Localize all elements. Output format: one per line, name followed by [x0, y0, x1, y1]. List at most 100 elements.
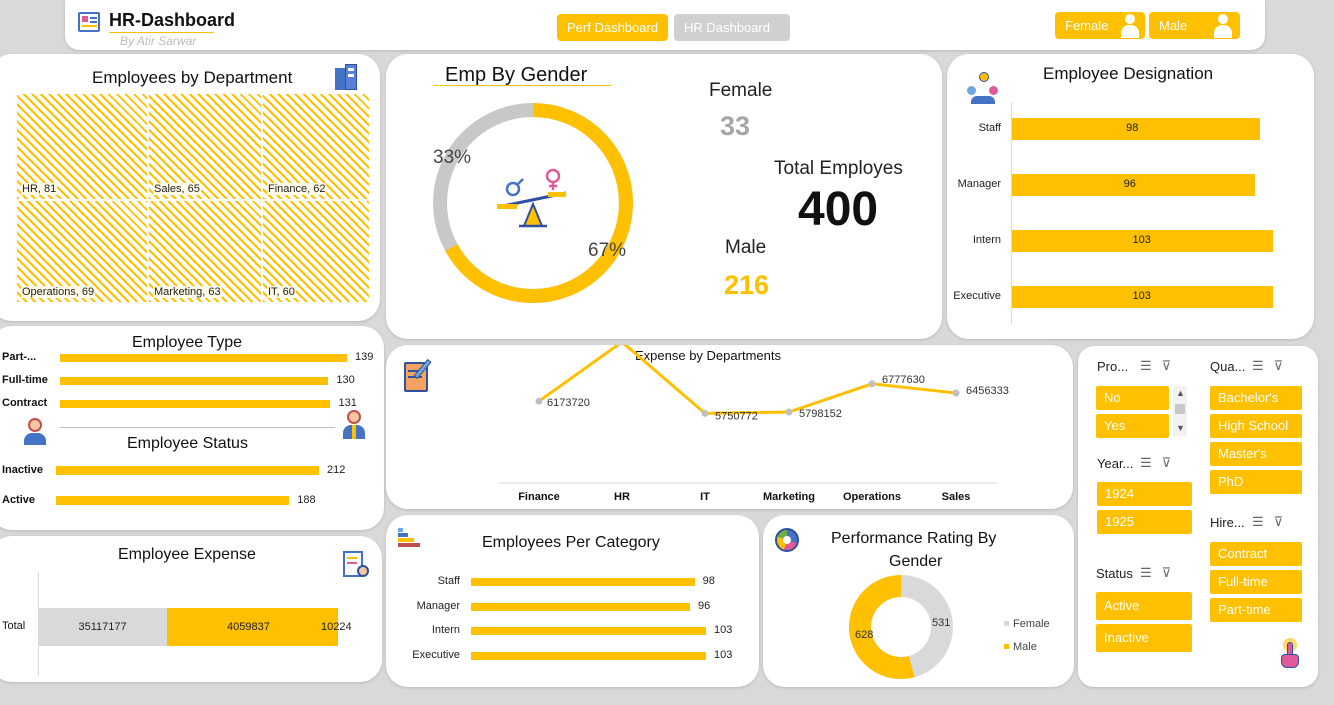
person-icon-left — [23, 418, 47, 446]
gender-title: Emp By Gender — [445, 64, 588, 86]
donut-slice-male — [433, 103, 633, 303]
status-slicer-controls[interactable]: ☰⊽ — [1140, 565, 1181, 581]
year-slicer-controls[interactable]: ☰⊽ — [1140, 455, 1181, 471]
male-label: Male — [725, 237, 767, 258]
male-button[interactable]: Male — [1149, 12, 1240, 39]
expense-segment — [335, 608, 338, 646]
clear-filter-icon: ⊽ — [1161, 455, 1182, 470]
scroll-up-icon: ▲ — [1176, 388, 1185, 398]
qualification-option-phd[interactable]: PhD — [1210, 470, 1302, 494]
status-option-active[interactable]: Active — [1096, 592, 1192, 620]
total-count: 400 — [798, 183, 879, 236]
expense-line-chart: 6173720Finance8230631HR5750772IT5798152M… — [498, 345, 1009, 503]
promotion-slicer-title: Pro... — [1097, 359, 1129, 374]
treemap-tile-hr: HR, 81 — [17, 94, 147, 199]
bar — [60, 354, 347, 362]
hire-option-part-time[interactable]: Part-time — [1210, 598, 1302, 622]
expense-point — [952, 389, 960, 397]
slicer-scrollbar[interactable]: ▲ ▼ — [1173, 386, 1187, 436]
expense-point — [868, 380, 876, 388]
bar-value-label: 212 — [327, 463, 346, 476]
expense-dept-title: Expense by Departments — [635, 348, 781, 363]
qualification-slicer-title: Qua... — [1210, 359, 1246, 374]
treemap-tile-finance: Finance, 62 — [263, 94, 369, 199]
bar — [56, 466, 319, 475]
gender-panel: Emp By Gender 33% 67% Female 33 Total Em… — [386, 54, 942, 339]
male-person-icon — [1214, 14, 1232, 38]
bar-category-label: Part-... — [2, 351, 37, 363]
performance-title-line2: Gender — [889, 553, 943, 570]
bar-category-label: Staff — [978, 122, 1001, 134]
expense-segment — [38, 608, 167, 646]
report-icon — [343, 551, 371, 581]
bar — [1012, 230, 1273, 252]
employee-expense-panel: Employee Expense Total 35117177 4059837 10… — [0, 536, 382, 682]
hand-click-icon[interactable] — [1278, 638, 1302, 670]
bar — [471, 602, 691, 611]
treemap-tile-operations: Operations, 69 — [17, 201, 147, 302]
expense-point — [785, 408, 793, 416]
bar-value-label: 103 — [714, 624, 733, 636]
hire-slicer-title: Hire... — [1210, 515, 1245, 530]
hr-dashboard-button[interactable]: HR Dashboard — [674, 14, 790, 41]
notepad-icon — [404, 358, 434, 392]
title-underline — [109, 32, 214, 33]
status-option-inactive[interactable]: Inactive — [1096, 624, 1192, 652]
expense-segment-label: 35117177 — [78, 621, 127, 633]
category-title: Employees Per Category — [482, 534, 660, 551]
type-divider — [60, 427, 335, 428]
bar-value-label: 103 — [1132, 234, 1151, 246]
bar-value-label: 130 — [336, 374, 355, 386]
clear-filter-icon: ⊽ — [1161, 358, 1182, 373]
female-count: 33 — [720, 111, 751, 141]
multi-select-icon: ☰ — [1252, 514, 1274, 529]
expense-value-label: 5750772 — [715, 410, 758, 422]
total-label: Total Employes — [774, 158, 903, 179]
category-panel: Employees Per Category Staff 98 Manager 96 I… — [386, 515, 759, 687]
expense-value-label: 6173720 — [547, 397, 590, 409]
slicer-panel: Pro... ☰⊽ No Yes ▲ ▼ Qua... ☰⊽ Bachelor'… — [1078, 346, 1318, 687]
bar — [60, 377, 329, 385]
hire-option-full-time[interactable]: Full-time — [1210, 570, 1302, 594]
hire-option-contract[interactable]: Contract — [1210, 542, 1302, 566]
promotion-option-no[interactable]: No — [1096, 386, 1169, 410]
treemap-tile-it: IT, 60 — [263, 201, 369, 302]
gender-scale-icon — [497, 168, 567, 228]
bar-value-label: 103 — [1132, 290, 1151, 302]
expense-row-label: Total — [2, 620, 26, 632]
designation-panel: Employee Designation Staff 98 Manager 96 Int… — [947, 54, 1314, 339]
year-option-1925[interactable]: 1925 — [1097, 510, 1192, 534]
performance-panel: Performance Rating By Gender 531 628 Fem… — [763, 515, 1074, 687]
qualification-slicer-controls[interactable]: ☰⊽ — [1252, 358, 1293, 374]
perf-label-female: 531 — [932, 617, 950, 629]
bar-category-label: Staff — [437, 575, 460, 587]
bar-category-label: Contract — [2, 397, 48, 409]
performance-title-line1: Performance Rating By — [831, 530, 997, 547]
perf-dashboard-button[interactable]: Perf Dashboard — [557, 14, 669, 41]
dept-title: Employees by Department — [92, 68, 293, 87]
scroll-down-icon: ▼ — [1176, 423, 1185, 433]
donut-label-female: 33% — [433, 147, 471, 168]
expense-point — [701, 409, 709, 417]
qualification-option-high-school[interactable]: High School — [1210, 414, 1302, 438]
expense-category-label: Finance — [518, 491, 560, 503]
gender-donut: 33% 67% — [433, 103, 633, 303]
promotion-slicer-controls[interactable]: ☰⊽ — [1140, 358, 1181, 374]
promotion-option-yes[interactable]: Yes — [1096, 414, 1169, 438]
bar-value-label: 139 — [355, 351, 374, 363]
designation-title: Employee Designation — [1043, 64, 1214, 83]
year-option-1924[interactable]: 1924 — [1097, 482, 1192, 506]
qualification-option-bachelors[interactable]: Bachelor's — [1210, 386, 1302, 410]
expense-value-label: 6777630 — [882, 374, 925, 386]
female-button[interactable]: Female — [1055, 12, 1145, 39]
bar-category-label: Manager — [416, 599, 460, 612]
bar-category-label: Manager — [957, 178, 1001, 190]
bar-value-label: 98 — [1126, 122, 1139, 134]
qualification-option-masters[interactable]: Master's — [1210, 442, 1302, 466]
expense-category-label: Marketing — [763, 491, 815, 503]
bar-value-label: 103 — [714, 648, 733, 661]
hire-slicer-controls[interactable]: ☰⊽ — [1252, 514, 1293, 530]
bar-value-label: 188 — [297, 493, 316, 506]
bar — [60, 400, 331, 408]
pie-chart-icon — [775, 528, 799, 552]
